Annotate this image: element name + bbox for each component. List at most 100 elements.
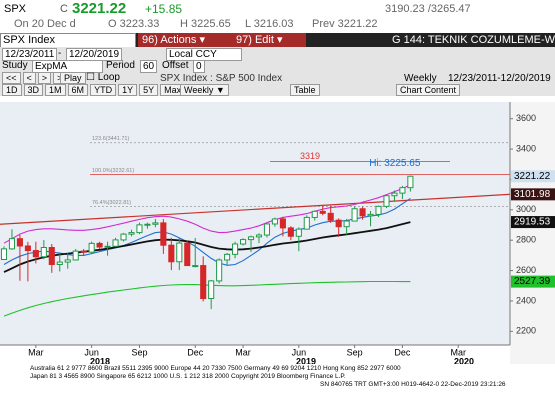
candle-body [104,245,111,248]
candle-body [255,234,263,238]
value-box-label: 2919.53 [514,217,551,228]
x-tick-label: Jun [292,347,307,357]
candle-body [48,246,55,266]
candle-body [224,253,231,261]
start-date[interactable]: 12/23/2011 [2,48,58,61]
play-button[interactable]: Play [60,72,86,84]
nav-button[interactable]: << [2,72,21,84]
page-title: G 144: TEKNIK COZUMLEME-W1 [392,34,555,46]
candle-body [367,213,374,217]
candle-body [247,236,255,241]
nav-button[interactable]: < [22,72,36,84]
candle-body [72,250,79,261]
high-note: Hi: 3225.65 [369,158,421,169]
period-button[interactable]: 6M [67,84,89,96]
candle-body [16,238,23,247]
x-tick-label: Sep [347,347,363,357]
period-button[interactable]: 3D [23,84,44,96]
candle-body [271,218,278,225]
candle-body [327,212,334,221]
x-tick-label: Dec [394,347,411,357]
fib-label: 123.6(3441.71) [92,136,129,142]
x-tick-label: Sep [131,347,147,357]
candle-body [176,242,183,263]
y-tick-label: 3400 [516,143,536,153]
currency[interactable]: Local CCY [166,48,242,61]
frequency: Weekly [404,73,437,84]
play[interactable]: Play [60,72,88,84]
candle-body [192,265,199,268]
candle-body [152,222,159,225]
trendline [0,193,511,225]
candle-body [96,242,103,248]
chart-content-button[interactable]: Chart Content [396,84,461,96]
value-box [511,170,555,183]
period-button[interactable]: YTD [90,84,117,96]
chart-content[interactable]: Chart Content [396,84,462,96]
candle-body [200,265,207,300]
x-tick-label: Dec [187,347,204,357]
edit-menu[interactable]: 97) Edit ▾ [232,33,306,47]
period-button[interactable]: 5Y [139,84,159,96]
candle-body [168,244,175,263]
year-label: 2018 [90,356,110,366]
candle-body [136,224,143,234]
candle-body [383,195,390,207]
period-button[interactable]: 1Y [118,84,138,96]
value-box [511,275,555,288]
loop-label: Loop [97,72,120,83]
x-tick-label: Mar [450,347,466,357]
y-tick-label: 3600 [516,113,536,123]
table[interactable]: Table [290,84,322,96]
actions-menu[interactable]: 96) Actions ▾ [138,33,232,47]
high: H 3225.65 [180,18,231,30]
ma-line [3,221,411,273]
footer-line: Australia 61 2 9777 8600 Brazil 5511 239… [30,365,401,372]
fib-label: 76.4%(3022.81) [92,200,131,206]
dash: - [58,48,62,59]
y-tick-label: 2400 [516,295,536,305]
period-buttons: 1D 3D 1M 6M YTD 1Y 5Y Max [2,84,187,96]
offset[interactable]: 0 [193,60,205,73]
ma-line [3,184,411,244]
y-tick-label: 3000 [516,204,536,214]
value-box-label: 2527.39 [514,276,551,287]
footer-line: Japan 81 3 4565 8900 Singapore 65 6212 1… [30,373,346,380]
nav-button[interactable]: > [37,72,52,84]
ma-line [3,197,411,266]
y-tick-label: 2200 [516,326,536,336]
candle-body [407,175,414,189]
candle-body [64,259,71,263]
candle-body [391,192,398,197]
x-tick-label: Mar [28,347,44,357]
candle-body [56,261,63,266]
candle-body [239,239,247,245]
candle-body [208,280,215,300]
prev: Prev 3221.22 [312,18,378,30]
change: +15.85 [145,2,183,16]
candle-body [112,239,119,247]
frequency-button[interactable]: Weekly ▼ [180,84,229,96]
study-label: Study [2,60,28,71]
period-button[interactable]: 1D [2,84,22,96]
candle-body [359,208,366,217]
offset-label: Offset [162,60,189,71]
value-box [511,188,555,201]
period[interactable]: 60 [140,60,158,73]
fib-label: 100.0%(3232.61) [92,168,134,174]
table-button[interactable]: Table [290,84,320,96]
candle-body [32,250,39,258]
candle-body [128,232,135,235]
date-range: 12/23/2011-12/20/2019 [448,73,551,84]
open: O 3223.33 [108,18,160,30]
target-label: 3319 [300,151,320,161]
candle-body [160,222,167,246]
frequency-menu[interactable]: Weekly ▼ [180,84,231,96]
candle-body [40,246,47,258]
period-button[interactable]: 1M [45,84,66,96]
candle-body [311,210,318,218]
low: L 3216.03 [245,18,294,30]
year-label: 2019 [296,356,316,366]
loop[interactable]: ☐ Loop [86,72,120,83]
